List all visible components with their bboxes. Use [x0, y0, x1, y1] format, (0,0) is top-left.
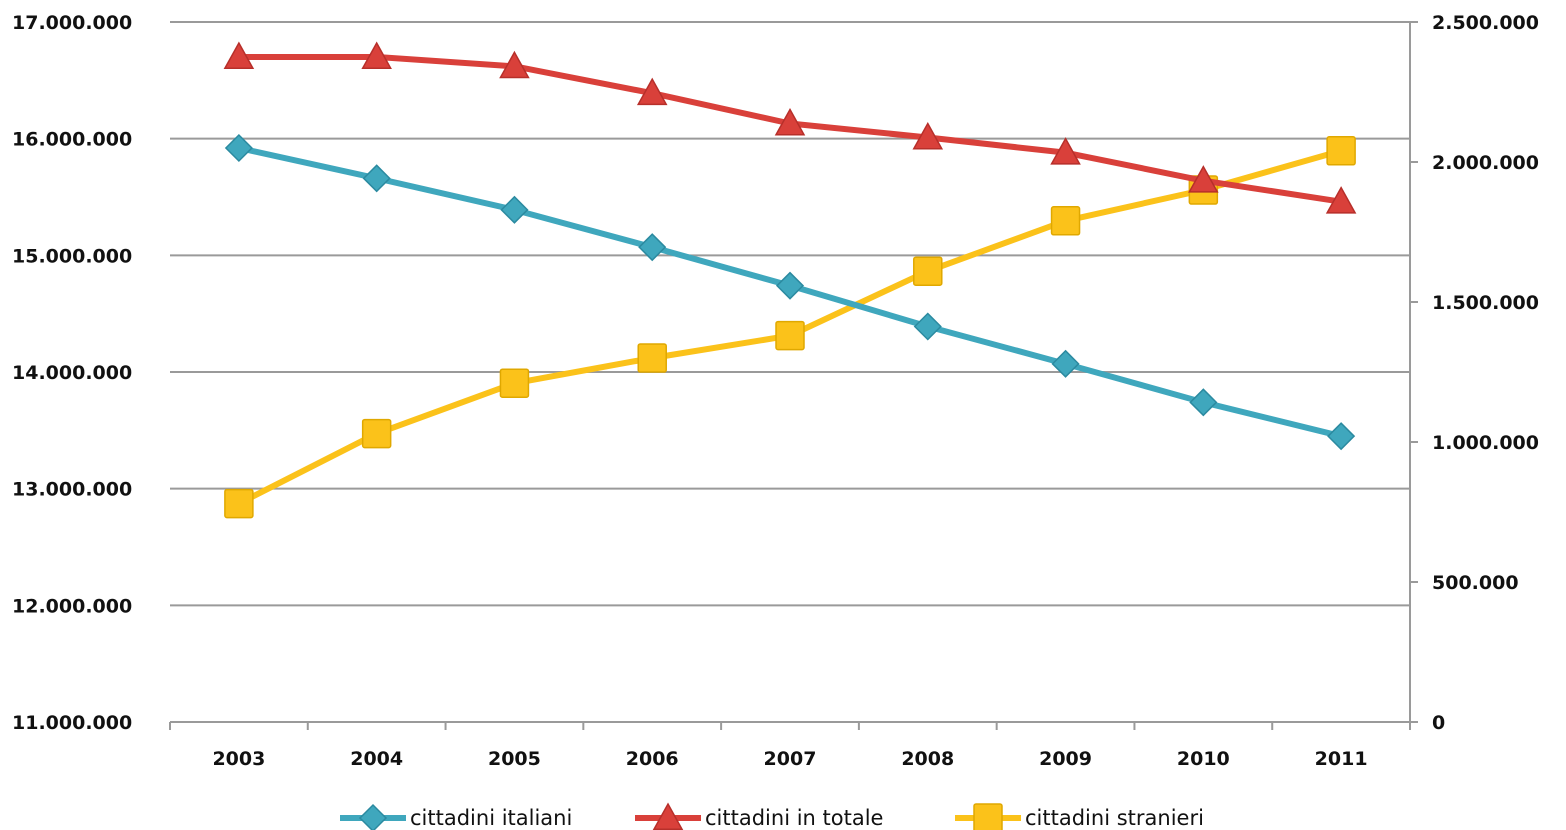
legend-item: cittadini in totale	[635, 802, 883, 830]
x-axis-tick-label: 2004	[350, 748, 403, 770]
data-point	[913, 256, 943, 286]
legend: cittadini italiani cittadini in totale cit…	[340, 802, 1204, 830]
data-point	[223, 41, 255, 69]
data-point	[775, 271, 805, 300]
data-point	[499, 50, 530, 79]
axes: 11.000.000 12.000.000 13.000.000 14.000.000…	[12, 12, 1539, 770]
data-point	[362, 164, 391, 193]
data-point	[1326, 136, 1356, 166]
data-point	[1325, 186, 1357, 214]
legend-marker	[652, 802, 684, 830]
data-point	[1189, 388, 1218, 417]
data-point	[636, 77, 668, 106]
data-point	[775, 320, 805, 351]
data-point	[774, 107, 806, 136]
data-point	[224, 488, 254, 519]
data-point	[638, 233, 667, 262]
legend-item: cittadini stranieri	[955, 803, 1204, 830]
data-point	[912, 121, 944, 150]
x-axis-tick-label: 2010	[1177, 748, 1230, 770]
left-axis-tick-label: 16.000.000	[12, 129, 132, 151]
data-point	[500, 195, 529, 224]
gridlines	[170, 21, 1410, 723]
series-square	[224, 136, 1356, 519]
left-axis-tick-label: 17.000.000	[12, 12, 132, 34]
right-axis-tick-label: 2.000.000	[1432, 152, 1539, 174]
data-point	[361, 418, 392, 449]
data-point	[913, 312, 942, 341]
x-axis-tick-label: 2009	[1039, 748, 1092, 770]
data-point	[1050, 206, 1081, 236]
right-axis-tick-label: 500.000	[1432, 572, 1519, 594]
data-point	[361, 41, 392, 69]
data-point	[1050, 137, 1081, 165]
right-axis-tick-label: 2.500.000	[1432, 12, 1539, 34]
data-point	[224, 133, 253, 163]
x-axis-tick-label: 2003	[212, 748, 265, 770]
data-point	[637, 343, 667, 373]
x-axis-tick-label: 2011	[1315, 748, 1368, 770]
data-point	[499, 368, 530, 398]
legend-item: cittadini italiani	[340, 803, 572, 830]
x-axis-tick-label: 2005	[488, 748, 541, 770]
x-axis-tick-label: 2007	[764, 748, 817, 770]
data-point	[1188, 165, 1219, 193]
left-axis-tick-label: 11.000.000	[12, 712, 132, 734]
legend-marker	[358, 803, 388, 830]
legend-label: cittadini italiani	[410, 806, 572, 830]
data-point	[1051, 349, 1080, 378]
right-axis-tick-label: 1.500.000	[1432, 292, 1539, 314]
series-triangle	[223, 41, 1357, 214]
left-axis-tick-label: 12.000.000	[12, 595, 132, 617]
legend-label: cittadini stranieri	[1025, 806, 1204, 830]
left-axis-tick-label: 13.000.000	[12, 479, 132, 501]
right-axis-tick-label: 0	[1432, 712, 1445, 734]
x-axis-tick-label: 2006	[626, 748, 679, 770]
data-point	[1327, 422, 1356, 451]
legend-label: cittadini in totale	[705, 806, 883, 830]
left-axis-tick-label: 15.000.000	[12, 245, 132, 267]
series-diamond	[224, 133, 1356, 451]
left-axis-tick-label: 14.000.000	[12, 362, 132, 384]
legend-marker	[973, 803, 1003, 830]
x-axis-tick-label: 2008	[901, 748, 954, 770]
series-lines	[223, 41, 1357, 519]
right-axis-tick-label: 1.000.000	[1432, 432, 1539, 454]
